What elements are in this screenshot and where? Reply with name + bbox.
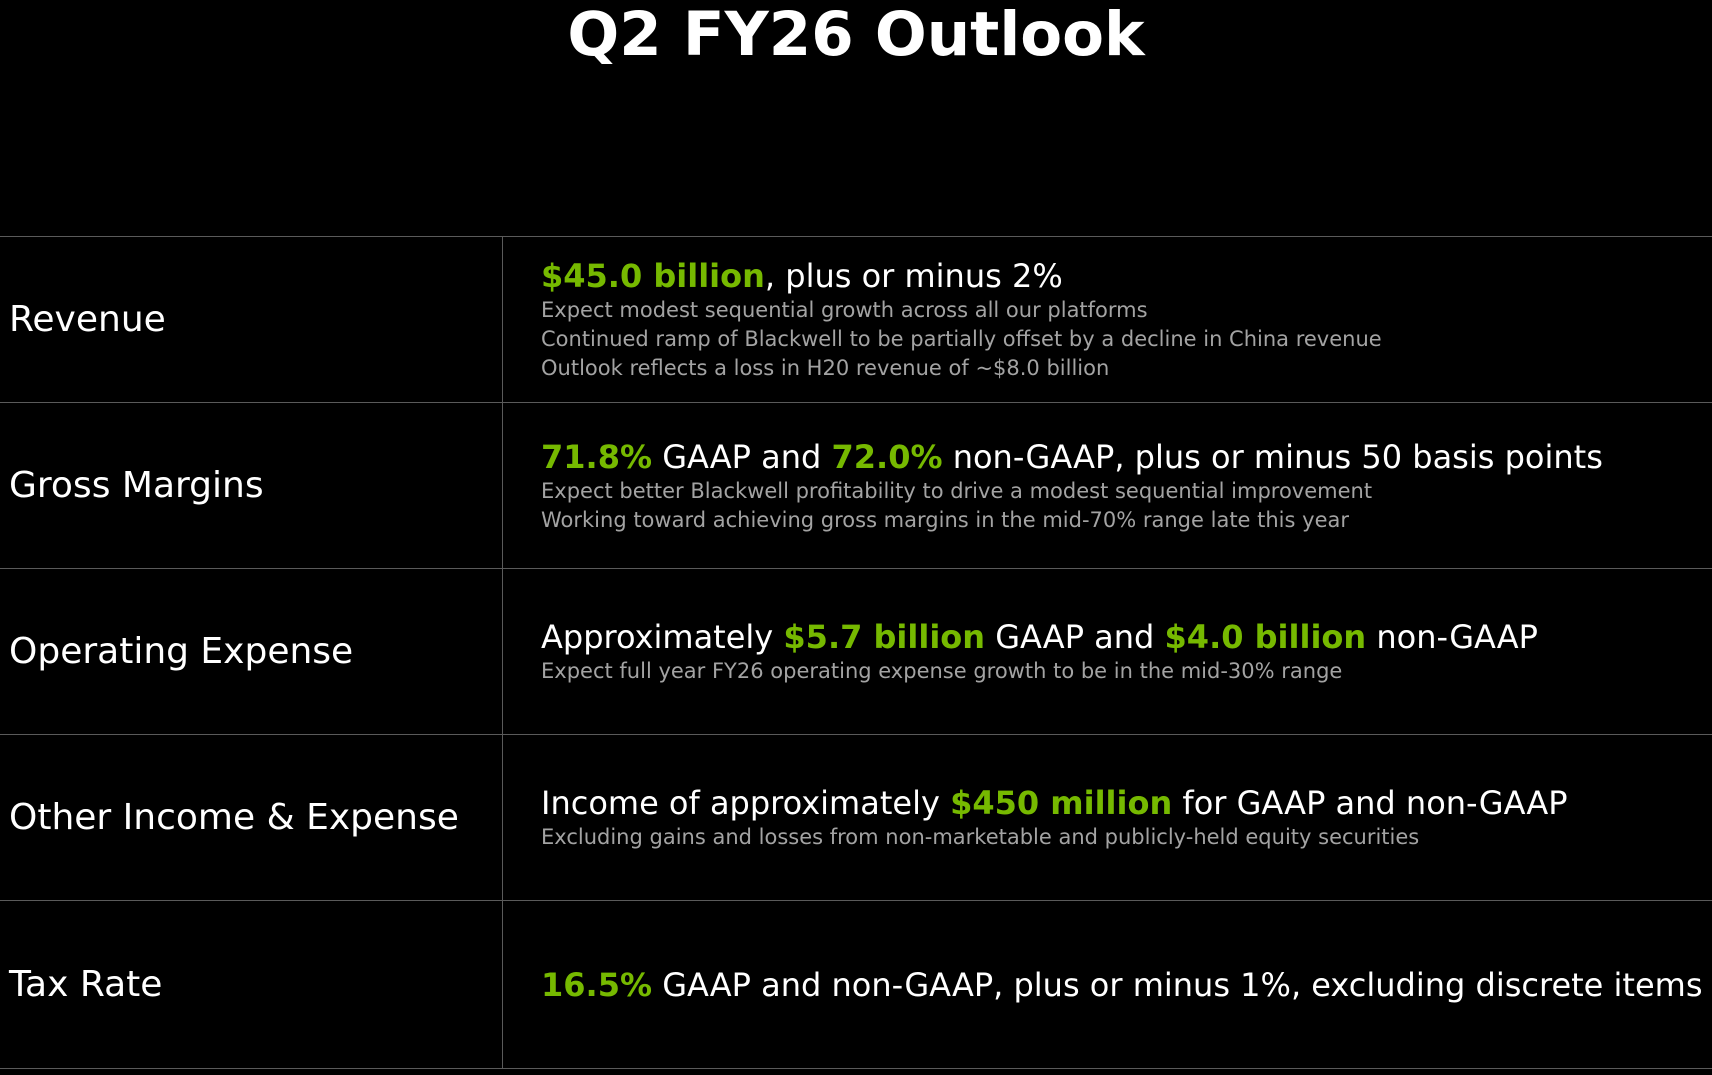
- row-content-revenue: $45.0 billion, plus or minus 2% Expect m…: [503, 237, 1712, 402]
- table-row-other-income: Other Income & Expense Income of approxi…: [0, 735, 1712, 901]
- page-title: Q2 FY26 Outlook: [567, 0, 1145, 70]
- gross-margins-headline: 71.8% GAAP and 72.0% non-GAAP, plus or m…: [541, 437, 1712, 477]
- operating-expense-detail-1: Expect full year FY26 operating expense …: [541, 659, 1343, 683]
- row-label-operating-expense: Operating Expense: [9, 631, 354, 672]
- table-row-operating-expense: Operating Expense Approximately $5.7 bil…: [0, 569, 1712, 735]
- row-label-cell: Tax Rate: [0, 901, 503, 1068]
- revenue-guidance-range: , plus or minus 2%: [764, 257, 1063, 295]
- non-gaap-margin-value: 72.0%: [831, 437, 943, 476]
- table-row-gross-margins: Gross Margins 71.8% GAAP and 72.0% non-G…: [0, 403, 1712, 569]
- row-content-tax-rate: 16.5% GAAP and non-GAAP, plus or minus 1…: [503, 901, 1712, 1068]
- gross-margins-text-2: non-GAAP, plus or minus 50 basis points: [942, 437, 1603, 476]
- table-row-revenue: Revenue $45.0 billion, plus or minus 2% …: [0, 237, 1712, 403]
- row-label-cell: Gross Margins: [0, 403, 503, 568]
- other-income-text-2: for GAAP and non-GAAP: [1172, 784, 1568, 822]
- revenue-detail-2: Continued ramp of Blackwell to be partia…: [541, 327, 1382, 351]
- operating-expense-headline: Approximately $5.7 billion GAAP and $4.0…: [541, 617, 1712, 657]
- row-content-gross-margins: 71.8% GAAP and 72.0% non-GAAP, plus or m…: [503, 403, 1712, 568]
- row-label-cell: Revenue: [0, 237, 503, 402]
- row-label-cell: Other Income & Expense: [0, 735, 503, 900]
- row-label-tax-rate: Tax Rate: [9, 964, 163, 1005]
- gross-margins-detail-2: Working toward achieving gross margins i…: [541, 507, 1349, 532]
- gross-margins-text-1: GAAP and: [652, 437, 832, 476]
- tax-rate-headline: 16.5% GAAP and non-GAAP, plus or minus 1…: [541, 965, 1712, 1005]
- row-content-operating-expense: Approximately $5.7 billion GAAP and $4.0…: [503, 569, 1712, 734]
- row-label-other-income: Other Income & Expense: [9, 797, 459, 838]
- other-income-text-1: Income of approximately: [541, 784, 951, 822]
- outlook-table: Revenue $45.0 billion, plus or minus 2% …: [0, 236, 1712, 1069]
- row-label-gross-margins: Gross Margins: [9, 465, 264, 506]
- table-row-tax-rate: Tax Rate 16.5% GAAP and non-GAAP, plus o…: [0, 901, 1712, 1069]
- revenue-guidance-value: $45.0 billion: [541, 257, 765, 295]
- gross-margins-detail-1: Expect better Blackwell profitability to…: [541, 478, 1373, 503]
- opex-text-3: non-GAAP: [1366, 618, 1538, 656]
- row-label-cell: Operating Expense: [0, 569, 503, 734]
- other-income-value: $450 million: [950, 784, 1173, 822]
- revenue-headline: $45.0 billion, plus or minus 2%: [541, 256, 1712, 296]
- non-gaap-opex-value: $4.0 billion: [1164, 618, 1367, 656]
- opex-text-1: Approximately: [541, 618, 784, 656]
- other-income-detail-1: Excluding gains and losses from non-mark…: [541, 825, 1420, 849]
- opex-text-2: GAAP and: [985, 618, 1165, 656]
- tax-rate-text: GAAP and non-GAAP, plus or minus 1%, exc…: [652, 965, 1703, 1004]
- gaap-margin-value: 71.8%: [541, 437, 653, 476]
- row-content-other-income: Income of approximately $450 million for…: [503, 735, 1712, 900]
- revenue-detail-3: Outlook reflects a loss in H20 revenue o…: [541, 356, 1110, 380]
- other-income-headline: Income of approximately $450 million for…: [541, 783, 1712, 823]
- revenue-detail-1: Expect modest sequential growth across a…: [541, 298, 1148, 322]
- tax-rate-value: 16.5%: [541, 965, 653, 1004]
- row-label-revenue: Revenue: [9, 299, 166, 340]
- gaap-opex-value: $5.7 billion: [783, 618, 986, 656]
